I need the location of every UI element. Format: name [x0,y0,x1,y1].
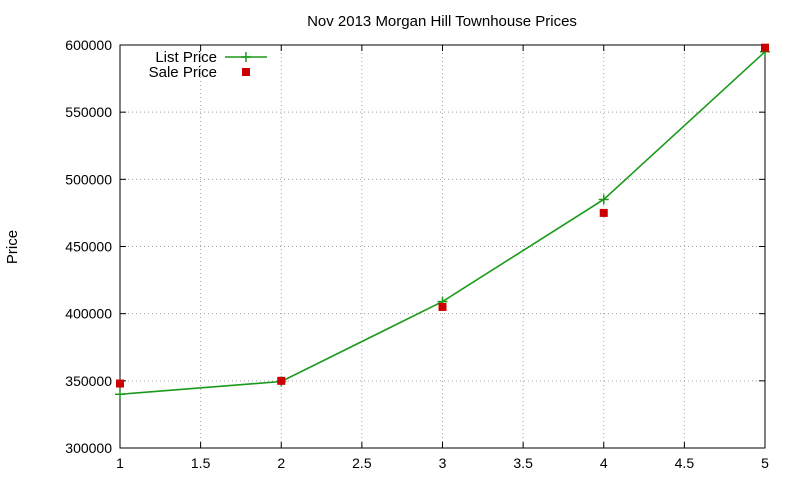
x-tick-label: 1.5 [191,455,211,471]
legend-label: List Price [155,49,217,66]
series-list-price [115,46,770,400]
y-tick-label: 350000 [65,373,112,389]
list-price-point [598,194,609,205]
series [115,43,770,400]
grid [120,45,765,448]
y-tick-label: 450000 [65,239,112,255]
legend-square-swatch [242,68,250,76]
sale-price-point [116,379,124,388]
y-tick-label: 400000 [65,306,112,322]
series-sale-price [116,43,769,388]
list-price-line [119,51,766,396]
y-axis-title: Price [4,230,21,264]
legend-plus-swatch [241,52,251,62]
axis-ticks: 1 1.5 2 2.5 3 3.5 4 4.5 5 300000 350000 400000 45000… [65,37,769,471]
y-tick-label: 300000 [65,440,112,456]
x-tick-label: 5 [761,455,769,471]
x-tick-label: 3.5 [513,455,533,471]
x-tick-label: 4 [600,455,608,471]
y-tick-label: 550000 [65,104,112,120]
x-tick-label: 2 [277,455,285,471]
y-tick-label: 500000 [65,171,112,187]
x-tick-label: 3 [439,455,447,471]
sale-price-point [438,302,447,311]
sale-price-point [277,376,286,385]
x-tick-label: 4.5 [675,455,695,471]
y-tick-label: 600000 [65,37,112,53]
x-tick-label: 1 [116,455,124,471]
chart-title: Nov 2013 Morgan Hill Townhouse Prices [307,13,577,30]
x-tick-label: 2.5 [352,455,372,471]
sale-price-point [761,43,769,52]
sale-price-point [599,208,608,217]
list-price-point [115,389,125,400]
legend-label: Sale Price [149,64,217,81]
